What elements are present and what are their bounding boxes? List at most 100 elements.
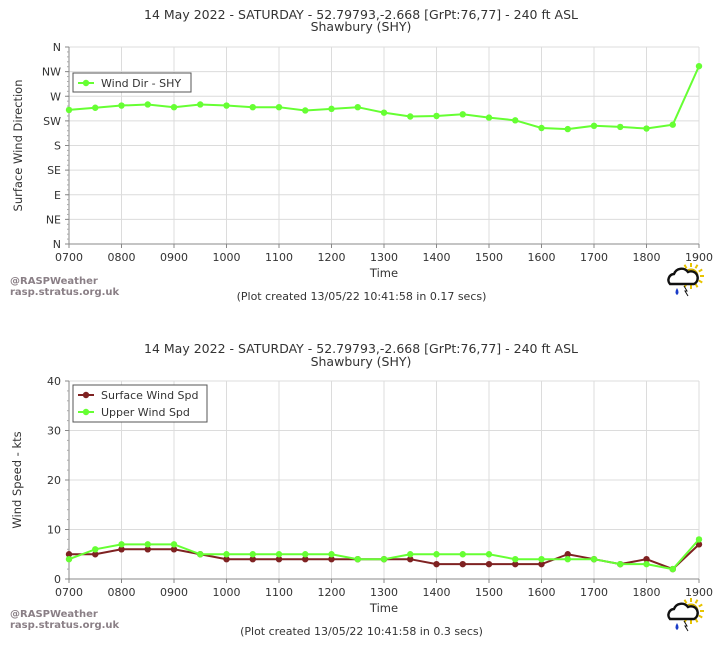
data-point xyxy=(407,551,414,558)
x-tick-label: 1700 xyxy=(580,251,608,264)
brand-url: rasp.stratus.org.uk xyxy=(10,287,120,298)
x-tick-label: 1000 xyxy=(213,251,241,264)
data-point xyxy=(695,536,703,543)
data-point xyxy=(695,62,703,70)
chart-title: 14 May 2022 - SATURDAY - 52.79793,-2.668… xyxy=(144,341,578,356)
brand-handle: @RASPWeather xyxy=(10,276,98,287)
data-point xyxy=(197,551,204,558)
x-axis-label: Time xyxy=(369,266,398,280)
sun-ray xyxy=(694,283,699,288)
data-point xyxy=(275,551,283,558)
x-tick-label: 1500 xyxy=(475,251,503,264)
data-point xyxy=(302,556,309,563)
y-tick-label: SW xyxy=(43,115,61,128)
y-tick-label: N xyxy=(53,41,61,54)
sun-ray xyxy=(698,268,703,273)
data-point xyxy=(144,541,151,548)
x-tick-label: 0900 xyxy=(160,251,188,264)
chart-title: 14 May 2022 - SATURDAY - 52.79793,-2.668… xyxy=(144,7,578,22)
data-point xyxy=(92,551,99,558)
data-point xyxy=(643,560,650,568)
data-point xyxy=(302,551,309,558)
data-point xyxy=(617,560,624,568)
data-point xyxy=(223,551,230,558)
data-point xyxy=(170,103,178,111)
data-point xyxy=(249,103,256,111)
chart-subtitle: Shawbury (SHY) xyxy=(311,19,412,34)
data-point xyxy=(617,123,624,131)
data-point xyxy=(144,101,151,108)
rain-drop xyxy=(675,288,679,295)
legend-entry: Surface Wind Spd xyxy=(101,389,199,402)
data-point xyxy=(695,541,703,548)
data-point xyxy=(170,541,178,548)
y-tick-label: W xyxy=(50,90,61,103)
data-point xyxy=(433,112,440,120)
sun-ray xyxy=(683,264,688,269)
data-point xyxy=(538,560,545,568)
data-point xyxy=(354,103,361,111)
plot-created-1: (Plot created 13/05/22 10:41:58 in 0.17 … xyxy=(236,290,487,303)
y-tick-label: 20 xyxy=(47,474,61,487)
data-point xyxy=(65,106,73,114)
data-point xyxy=(538,124,545,132)
x-tick-label: 1900 xyxy=(685,251,713,264)
data-point xyxy=(223,556,230,563)
x-tick-label: 0700 xyxy=(55,251,83,264)
data-point xyxy=(459,560,466,568)
legend-box xyxy=(72,384,208,423)
sun-ray xyxy=(694,264,699,269)
sun-ray xyxy=(698,614,703,619)
x-tick-label: 1100 xyxy=(265,251,293,264)
rain-streak xyxy=(683,620,689,632)
x-tick-label: 1600 xyxy=(528,251,556,264)
brand-url: rasp.stratus.org.uk xyxy=(10,620,120,631)
x-tick-label: 1400 xyxy=(423,586,451,599)
x-tick-label: 1200 xyxy=(318,586,346,599)
chart-subtitle: Shawbury (SHY) xyxy=(311,354,412,369)
x-tick-label: 0900 xyxy=(160,586,188,599)
y-tick-label: 10 xyxy=(47,524,61,537)
data-point xyxy=(590,556,598,563)
sun-ray xyxy=(694,618,699,623)
branding-2: @RASPWeather rasp.stratus.org.uk xyxy=(10,609,119,631)
data-point xyxy=(564,556,571,563)
data-point xyxy=(380,109,388,116)
x-axis-label: Time xyxy=(369,601,398,615)
data-point xyxy=(354,556,361,563)
x-tick-label: 1800 xyxy=(633,586,661,599)
x-tick-label: 1600 xyxy=(528,586,556,599)
data-point xyxy=(538,556,545,563)
data-point xyxy=(249,551,256,558)
x-tick-label: 0800 xyxy=(108,251,136,264)
legend-swatch-marker xyxy=(82,408,90,416)
x-tick-label: 1300 xyxy=(370,586,398,599)
x-tick-label: 1100 xyxy=(265,586,293,599)
x-tick-label: 1900 xyxy=(685,586,713,599)
x-tick-label: 1800 xyxy=(633,251,661,264)
data-point xyxy=(512,117,519,124)
data-point xyxy=(249,556,256,563)
x-tick-label: 1400 xyxy=(423,251,451,264)
brand-handle: @RASPWeather xyxy=(10,609,98,620)
data-point xyxy=(459,551,466,558)
y-tick-label: S xyxy=(54,140,61,153)
data-point xyxy=(65,551,73,558)
data-point xyxy=(275,103,283,111)
data-point xyxy=(433,551,440,558)
data-point xyxy=(564,125,571,133)
sun-ray xyxy=(694,599,699,604)
data-point xyxy=(433,560,440,568)
y-axis-label: Surface Wind Direction xyxy=(11,80,25,212)
data-point xyxy=(275,556,283,563)
data-point xyxy=(223,102,230,109)
data-point xyxy=(590,122,598,129)
data-point xyxy=(669,565,676,573)
cloud-shape xyxy=(667,602,699,621)
wind-direction-chart: 14 May 2022 - SATURDAY - 52.79793,-2.668… xyxy=(11,7,713,297)
data-point xyxy=(328,556,335,563)
legend-entry: Upper Wind Spd xyxy=(101,406,190,419)
data-point xyxy=(512,556,519,563)
